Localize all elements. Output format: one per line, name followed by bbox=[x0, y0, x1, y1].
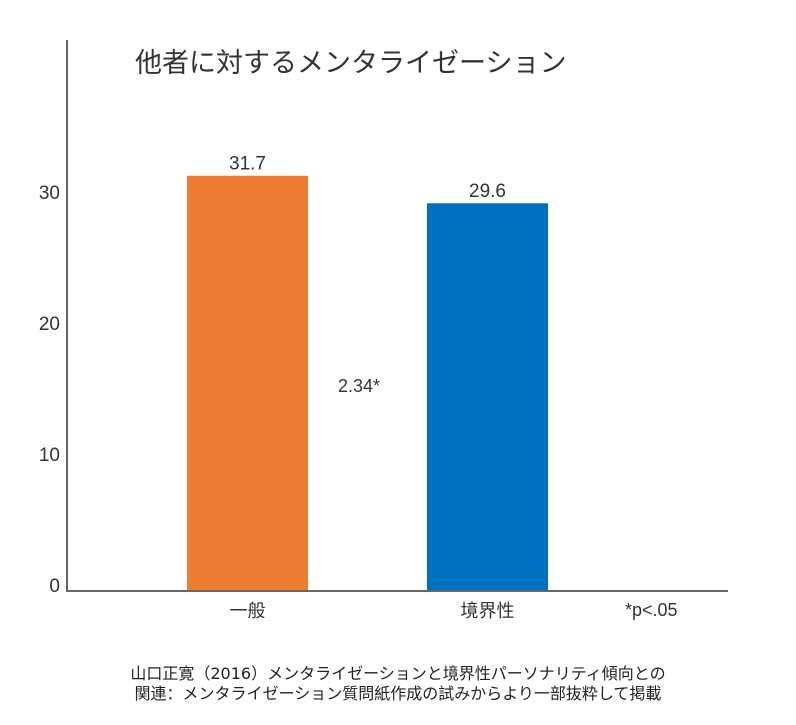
chart-title: 他者に対するメンタライゼーション bbox=[135, 48, 566, 79]
t-statistic-annotation: 2.34* bbox=[338, 376, 380, 396]
caption-line-1: 山口正寛（2016）メンタライゼーションと境界性パーソナリティ傾向との bbox=[130, 664, 666, 683]
y-tick-label: 20 bbox=[39, 314, 60, 335]
bar-1 bbox=[187, 175, 308, 592]
y-axis-ticks: 0 10 20 30 bbox=[39, 183, 60, 597]
y-tick-label: 0 bbox=[49, 576, 60, 597]
bars: 31.7 29.6 bbox=[187, 154, 548, 592]
x-category-label: 境界性 bbox=[461, 601, 515, 622]
x-category-label: 一般 bbox=[230, 601, 266, 622]
x-axis-categories: 一般 境界性 bbox=[230, 601, 515, 622]
significance-note: *p<.05 bbox=[625, 600, 678, 620]
caption-line-2: 関連：メンタライゼーション質問紙作成の試みからより一部抜粋して掲載 bbox=[134, 684, 662, 703]
source-caption: 山口正寛（2016）メンタライゼーションと境界性パーソナリティ傾向との 関連：メ… bbox=[0, 664, 796, 704]
bar-2 bbox=[427, 203, 548, 592]
bar-value-label: 31.7 bbox=[229, 154, 266, 175]
bar-value-label: 29.6 bbox=[469, 181, 506, 202]
y-tick-label: 30 bbox=[39, 183, 60, 204]
y-tick-label: 10 bbox=[39, 445, 60, 466]
